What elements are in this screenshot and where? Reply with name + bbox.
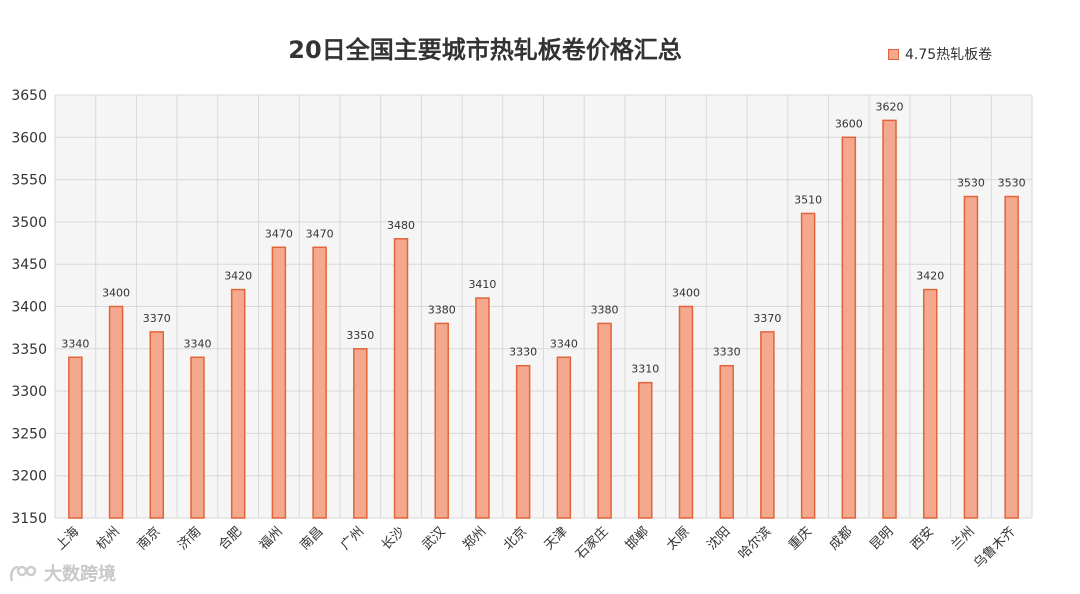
- x-tick-label: 乌鲁木齐: [970, 524, 1018, 572]
- y-tick-label: 3150: [11, 511, 47, 527]
- data-label: 3400: [102, 287, 130, 300]
- x-tick-label: 昆明: [867, 524, 896, 553]
- x-tick-label: 杭州: [94, 524, 123, 553]
- bar: [434, 322, 449, 519]
- x-tick-label: 兰州: [949, 524, 978, 553]
- data-label: 3510: [794, 193, 822, 206]
- y-tick-label: 3600: [11, 130, 47, 146]
- data-label: 3380: [428, 303, 456, 316]
- data-label: 3600: [835, 117, 863, 130]
- bar: [515, 364, 531, 519]
- bar: [719, 364, 734, 519]
- bar: [393, 238, 409, 519]
- data-label: 3470: [306, 227, 334, 240]
- x-tick-label: 合肥: [216, 524, 245, 553]
- chart-title: 20日全国主要城市热轧板卷价格汇总: [288, 36, 682, 64]
- data-label: 3340: [550, 337, 578, 350]
- data-label: 3330: [509, 346, 537, 359]
- bar: [149, 331, 165, 519]
- bar: [271, 246, 287, 519]
- bar: [841, 136, 857, 519]
- bar: [353, 348, 368, 519]
- y-tick-label: 3250: [11, 426, 47, 442]
- data-label: 3310: [631, 363, 659, 376]
- x-tick-label: 西安: [908, 524, 937, 553]
- data-label: 3370: [143, 312, 171, 325]
- data-label: 3380: [591, 303, 619, 316]
- bar: [760, 331, 775, 519]
- data-label: 3420: [224, 270, 252, 283]
- bar: [190, 356, 205, 519]
- x-tick-label: 上海: [53, 524, 82, 553]
- data-label: 3410: [468, 278, 496, 291]
- data-label: 3330: [713, 346, 741, 359]
- x-tick-label: 石家庄: [572, 524, 611, 563]
- legend: 4.75热轧板卷: [888, 44, 992, 64]
- bar: [230, 288, 246, 519]
- y-tick-label: 3200: [11, 469, 47, 485]
- bar: [312, 246, 327, 519]
- x-tick-label: 天津: [542, 524, 571, 553]
- x-tick-label: 广州: [338, 524, 367, 553]
- data-label: 3340: [183, 337, 211, 350]
- x-tick-label: 郑州: [460, 524, 489, 553]
- bar: [800, 212, 816, 519]
- x-tick-label: 邯郸: [623, 524, 652, 553]
- x-tick-label: 长沙: [379, 524, 408, 553]
- watermark: 大数跨境: [8, 560, 116, 586]
- x-tick-label: 南昌: [297, 524, 327, 554]
- data-label: 3530: [957, 177, 985, 190]
- data-label: 3620: [876, 100, 904, 113]
- bar: [638, 381, 653, 519]
- data-label: 3470: [265, 227, 293, 240]
- bar: [475, 297, 490, 519]
- y-tick-label: 3350: [11, 342, 47, 358]
- watermark-text: 大数跨境: [44, 564, 116, 585]
- data-label: 3340: [61, 337, 89, 350]
- y-tick-label: 3400: [11, 300, 47, 316]
- x-tick-label: 南京: [134, 524, 164, 554]
- bar: [597, 322, 612, 519]
- x-tick-label: 哈尔滨: [735, 524, 774, 563]
- data-label: 3400: [672, 287, 700, 300]
- legend-label: 4.75热轧板卷: [905, 47, 993, 63]
- y-tick-label: 3650: [11, 88, 47, 104]
- legend-swatch: [888, 48, 899, 60]
- bar: [68, 356, 83, 519]
- bar: [963, 195, 979, 519]
- bar: [882, 119, 897, 519]
- x-tick-label: 济南: [175, 524, 205, 554]
- y-tick-label: 3500: [11, 215, 47, 231]
- x-tick-label: 沈阳: [705, 524, 734, 553]
- watermark-logo-icon: [10, 565, 37, 582]
- bar: [556, 356, 572, 519]
- data-label: 3350: [346, 329, 374, 342]
- y-tick-label: 3450: [11, 257, 47, 273]
- bar: [678, 305, 694, 519]
- data-label: 3370: [753, 312, 781, 325]
- data-label: 3480: [387, 219, 415, 232]
- x-tick-label: 重庆: [785, 524, 815, 554]
- x-tick-label: 北京: [501, 524, 530, 553]
- data-label: 3420: [916, 270, 944, 283]
- bar: [108, 305, 124, 519]
- x-tick-label: 武汉: [420, 524, 449, 553]
- x-tick-label: 成都: [827, 524, 856, 553]
- x-tick-label: 福州: [257, 524, 286, 553]
- y-tick-label: 3300: [11, 384, 47, 400]
- bar: [922, 288, 938, 519]
- bar: [1004, 195, 1019, 519]
- x-tick-label: 太原: [664, 524, 693, 553]
- data-label: 3530: [998, 177, 1026, 190]
- y-tick-label: 3550: [11, 173, 47, 189]
